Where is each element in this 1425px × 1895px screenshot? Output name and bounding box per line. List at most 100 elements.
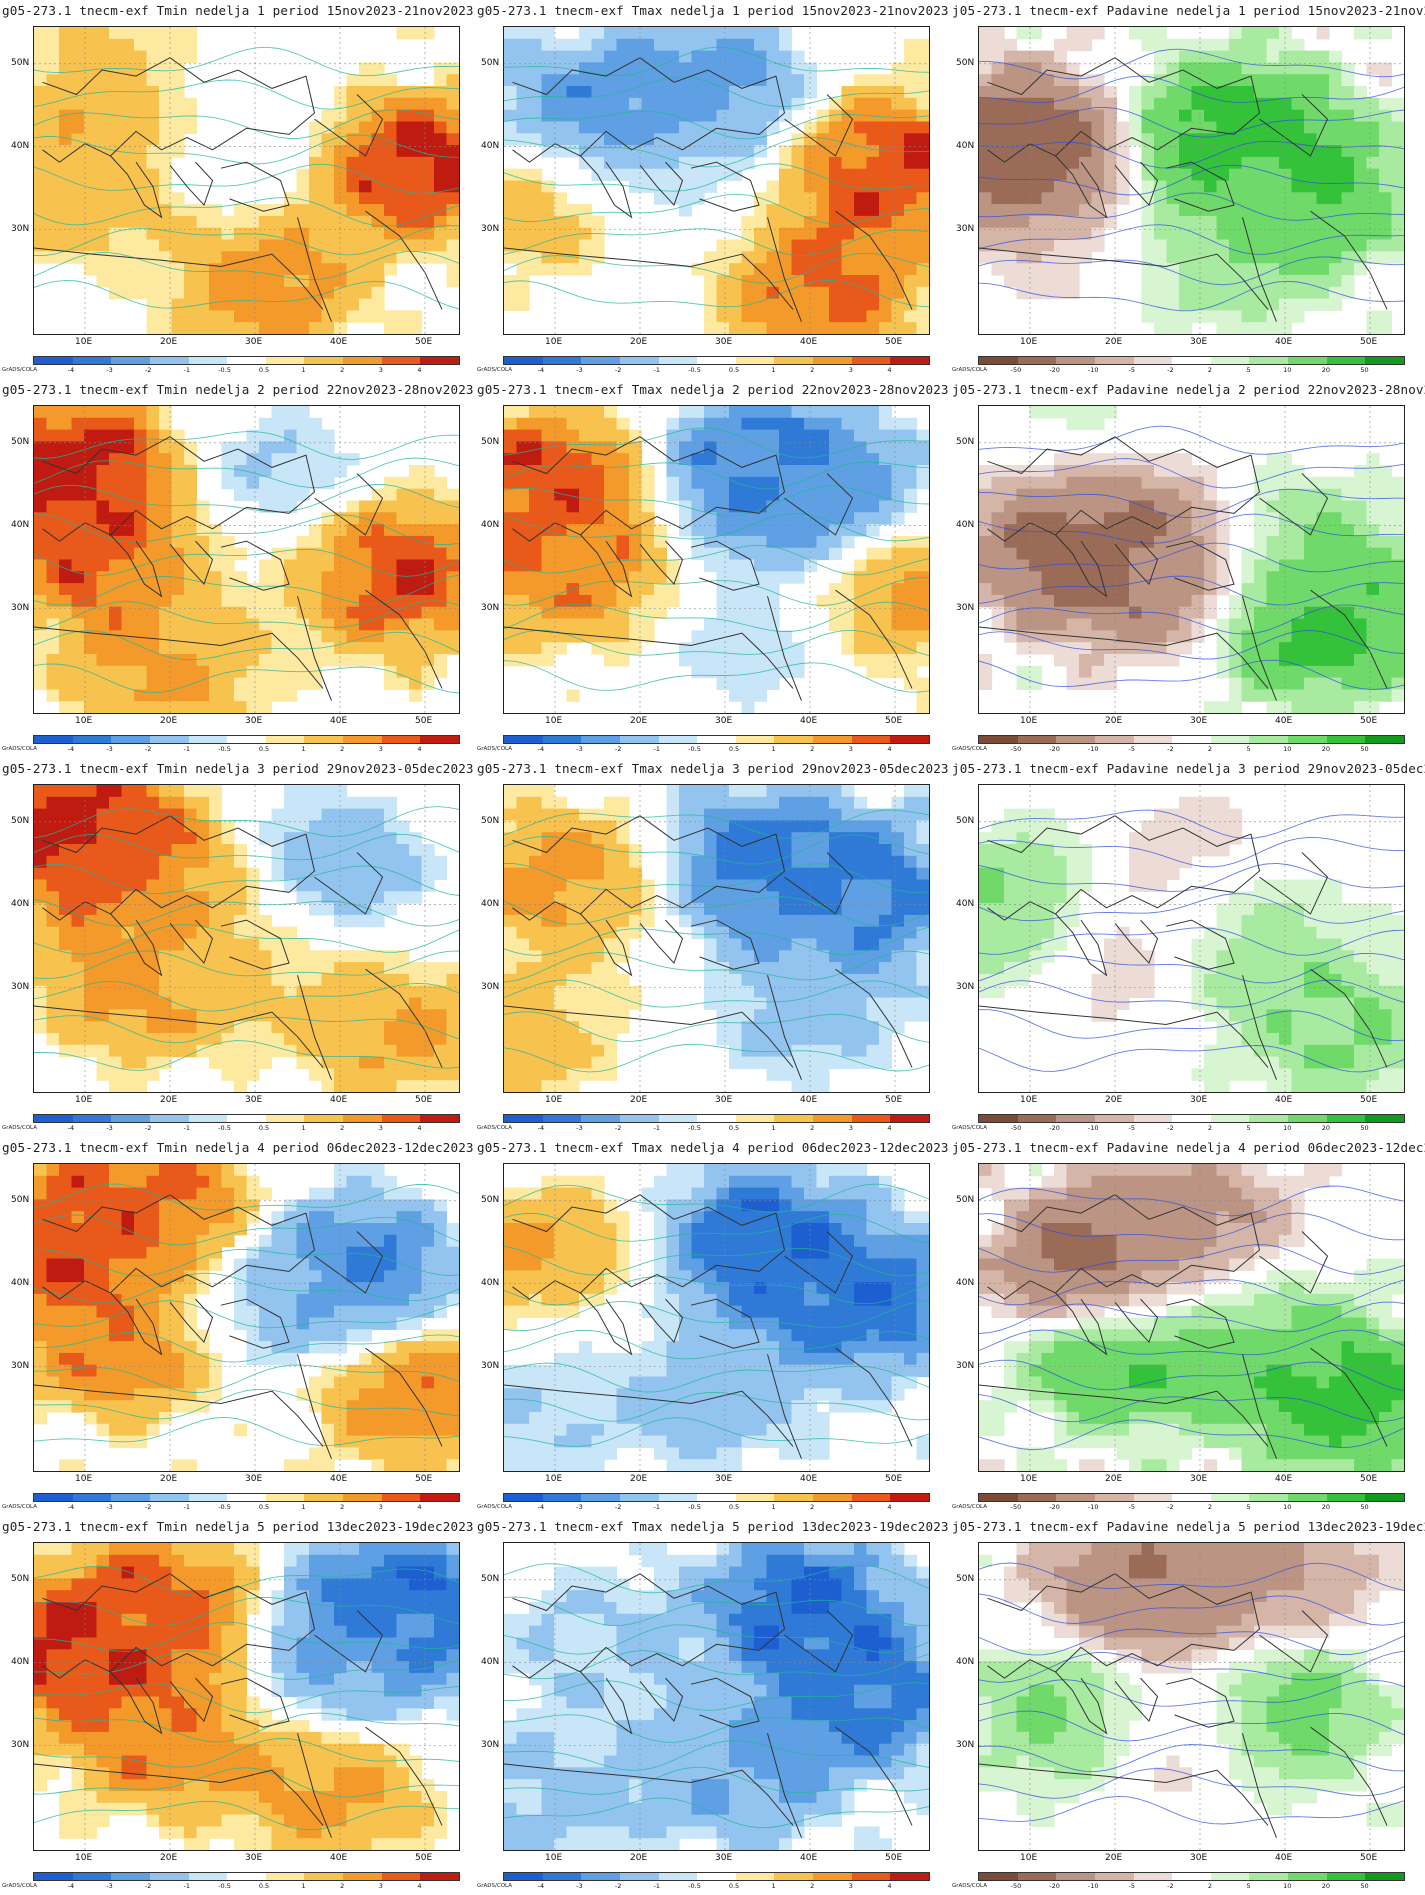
anomaly-cell — [1291, 310, 1305, 323]
anomaly-cell — [109, 547, 123, 561]
anomaly-cell — [566, 488, 580, 502]
anomaly-cell — [854, 642, 868, 655]
anomaly-cell — [791, 62, 805, 75]
anomaly-cell — [1166, 50, 1180, 63]
anomaly-cell — [259, 1021, 273, 1034]
contour-line — [34, 574, 459, 606]
anomaly-cell — [284, 298, 298, 311]
anomaly-cell — [134, 855, 148, 869]
anomaly-cell — [396, 642, 410, 655]
anomaly-cell — [96, 1021, 110, 1034]
anomaly-cell — [1216, 310, 1230, 323]
anomaly-cell — [1354, 488, 1368, 502]
anomaly-cell — [34, 997, 48, 1010]
anomaly-cell — [234, 962, 248, 975]
anomaly-cell — [841, 286, 855, 300]
anomaly-cell — [766, 298, 780, 311]
anomaly-cell — [1166, 74, 1180, 87]
lon-label: 50E — [415, 337, 433, 347]
anomaly-cell — [446, 62, 459, 75]
anomaly-cell — [234, 879, 248, 892]
anomaly-cell — [159, 512, 173, 525]
anomaly-cell — [879, 74, 893, 87]
anomaly-cell — [541, 571, 555, 584]
anomaly-cell — [1366, 27, 1380, 40]
anomaly-cell — [791, 239, 805, 252]
anomaly-cell — [134, 488, 148, 502]
anomaly-cell — [209, 204, 223, 217]
anomaly-cell — [1041, 594, 1055, 608]
anomaly-cell — [1216, 286, 1230, 300]
anomaly-cell — [1266, 465, 1280, 478]
anomaly-cell — [1379, 62, 1393, 75]
anomaly-cell — [1216, 97, 1230, 111]
anomaly-cell — [704, 180, 718, 193]
anomaly-cell — [1179, 642, 1193, 655]
anomaly-cell — [359, 121, 373, 134]
anomaly-cell — [146, 642, 160, 655]
anomaly-cell — [1379, 251, 1393, 264]
anomaly-cell — [1029, 665, 1043, 679]
anomaly-cell — [1379, 665, 1393, 679]
colorbar-swatch — [813, 357, 852, 364]
anomaly-cell — [271, 820, 285, 833]
anomaly-cell — [359, 867, 373, 881]
anomaly-cell — [296, 891, 310, 904]
anomaly-cell — [1041, 180, 1055, 193]
anomaly-cell — [1279, 630, 1293, 643]
anomaly-cell — [916, 654, 929, 667]
anomaly-cell — [34, 606, 48, 620]
anomaly-cell — [891, 465, 905, 478]
coastline — [1055, 534, 1108, 598]
anomaly-cell — [109, 50, 123, 63]
anomaly-cell — [604, 500, 618, 513]
anomaly-cell — [716, 263, 730, 276]
anomaly-cell — [84, 465, 98, 478]
anomaly-cell — [46, 665, 60, 679]
anomaly-cell — [904, 86, 918, 99]
anomaly-cell — [334, 204, 348, 217]
anomaly-cell — [1354, 476, 1368, 490]
colorbar-label: -0.5 — [218, 366, 231, 374]
anomaly-cell — [96, 654, 110, 667]
anomaly-cell — [704, 417, 718, 431]
anomaly-cell — [554, 488, 568, 502]
anomaly-cell — [96, 74, 110, 87]
anomaly-cell — [321, 441, 335, 454]
anomaly-cell — [284, 465, 298, 478]
anomaly-cell — [384, 310, 398, 323]
anomaly-cell — [1379, 642, 1393, 655]
anomaly-cell — [704, 310, 718, 323]
anomaly-cell — [516, 251, 530, 264]
anomaly-cell — [384, 606, 398, 620]
anomaly-cell — [691, 441, 705, 454]
colorbar-swatch — [265, 357, 305, 364]
anomaly-cell — [841, 417, 855, 431]
anomaly-cell — [146, 1021, 160, 1034]
anomaly-cell — [904, 630, 918, 643]
anomaly-cell — [916, 180, 929, 193]
anomaly-cell — [121, 86, 135, 99]
anomaly-cell — [409, 665, 423, 679]
anomaly-cell — [134, 867, 148, 881]
anomaly-cell — [916, 594, 929, 608]
anomaly-cell — [754, 559, 768, 572]
colorbar-swatch — [1133, 357, 1173, 364]
colorbar-swatch — [381, 736, 421, 743]
anomaly-cell — [184, 50, 198, 63]
anomaly-cell — [409, 97, 423, 111]
anomaly-cell — [409, 867, 423, 881]
anomaly-cell — [679, 192, 693, 205]
anomaly-cell — [779, 429, 793, 442]
anomaly-cell — [96, 263, 110, 276]
anomaly-cell — [196, 559, 210, 572]
anomaly-cell — [1316, 180, 1330, 193]
anomaly-cell — [1041, 642, 1055, 655]
anomaly-cell — [334, 263, 348, 276]
anomaly-cell — [854, 97, 868, 111]
anomaly-cell — [1329, 145, 1343, 158]
anomaly-cell — [1041, 145, 1055, 158]
anomaly-cell — [654, 559, 668, 572]
anomaly-cell — [541, 618, 555, 631]
anomaly-cell — [1341, 630, 1355, 643]
